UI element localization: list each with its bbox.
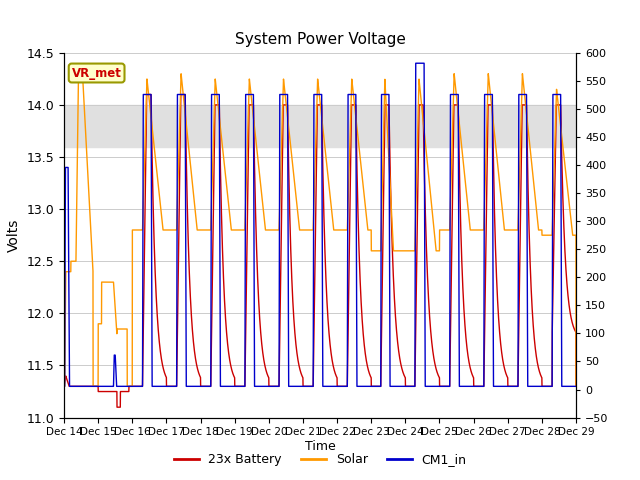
Text: VR_met: VR_met (72, 67, 122, 80)
X-axis label: Time: Time (305, 440, 335, 453)
Y-axis label: Volts: Volts (7, 218, 21, 252)
Bar (64, 105, 576, 146)
Title: System Power Voltage: System Power Voltage (235, 33, 405, 48)
Legend: 23x Battery, Solar, CM1_in: 23x Battery, Solar, CM1_in (168, 448, 472, 471)
